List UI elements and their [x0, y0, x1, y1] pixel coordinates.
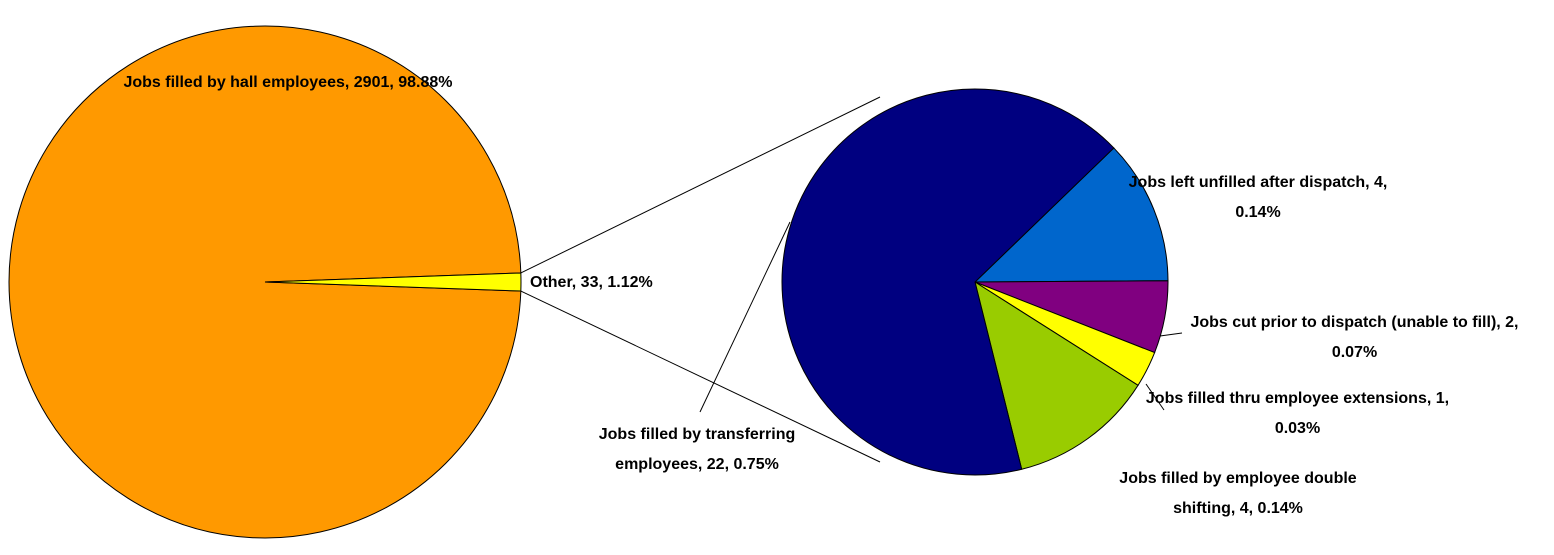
data-label: Jobs filled thru employee extensions, 1,…: [1145, 390, 1450, 437]
pie-slice: [781, 88, 1115, 476]
connector-line: [520, 290, 881, 463]
data-label: Jobs filled by employee double shifting,…: [1119, 470, 1357, 517]
pie-slice: [974, 280, 1139, 470]
data-label: Jobs filled by hall employees, 2901, 98.…: [123, 74, 453, 91]
pie-slice: [264, 272, 522, 292]
connector-line: [520, 96, 881, 274]
data-label: Jobs filled by transferring employees, 2…: [598, 426, 796, 473]
pie-slice: [973, 147, 1169, 283]
pie-slice: [8, 25, 522, 539]
data-label: Jobs cut prior to dispatch (unable to fi…: [1190, 314, 1519, 361]
leader-line: [1159, 332, 1183, 337]
data-label: Other, 33, 1.12%: [530, 274, 653, 291]
data-label: Jobs left unfilled after dispatch, 4, 0.…: [1128, 174, 1388, 221]
leader-line: [699, 221, 791, 413]
leader-line: [1145, 383, 1165, 411]
